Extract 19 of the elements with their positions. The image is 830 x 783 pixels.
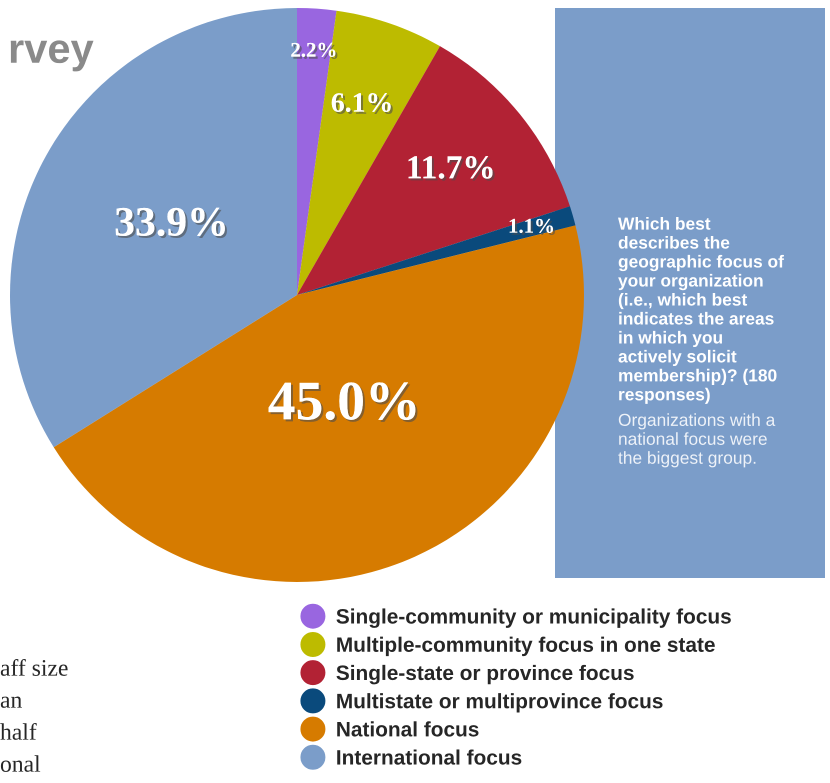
data-label: 6.1% bbox=[332, 93, 393, 114]
data-label: 11.7% bbox=[408, 156, 495, 181]
legend-label: Multistate or multiprovince focus bbox=[337, 693, 663, 713]
legend-label: International focus bbox=[337, 749, 522, 765]
pie-slice bbox=[297, 206, 576, 295]
text: an bbox=[0, 696, 22, 708]
text: Which best describes the geographic focus of your organization (i.e., which best indicates the areas in which you actively solicit membership)? (180 responses) bbox=[618, 217, 784, 404]
text: half bbox=[0, 723, 37, 740]
legend-label: Multiple-community focus in one state bbox=[337, 636, 715, 656]
legend-label: Single-state or province focus bbox=[336, 664, 634, 684]
text: Organizations with a national focus were the biggest group. bbox=[618, 413, 776, 468]
data-label: 1.1% bbox=[510, 218, 556, 236]
text: onal bbox=[0, 755, 40, 772]
data-label: 33.9% bbox=[116, 208, 227, 238]
data-label: 45.0% bbox=[268, 382, 418, 422]
text: rvey bbox=[10, 40, 94, 72]
legend-label: National focus bbox=[337, 721, 479, 737]
text: aff size bbox=[0, 659, 68, 676]
legend-label: Single-community or municipality focus bbox=[336, 608, 731, 628]
